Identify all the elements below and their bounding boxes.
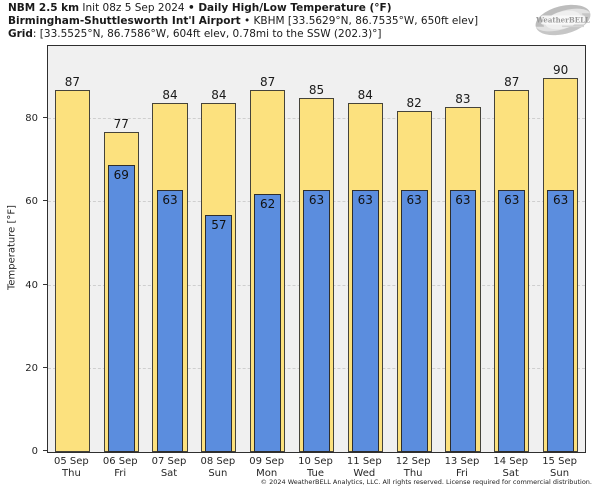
x-tick-weekday: Sat xyxy=(160,468,178,479)
plot-area: 87 77 69 84 63 84 57 87 62 85 63 84 63 82 63 83 63 87 63 90… xyxy=(47,45,586,453)
low-temp-bar: 63 xyxy=(547,189,574,452)
x-axis-ticks: 05 Sep Thu 06 Sep Fri 07 Sep Sat 08 Sep Sun 09 S… xyxy=(47,456,584,482)
x-tick-date: 09 Sep xyxy=(249,456,285,467)
x-tick-label: 10 Sep Tue xyxy=(298,456,333,480)
low-temp-bar: 63 xyxy=(351,189,379,452)
low-temp-bar: 57 xyxy=(205,214,233,452)
header-line-station: Birmingham-Shuttlesworth Int'l Airport •… xyxy=(8,15,478,28)
x-tick-weekday: Sun xyxy=(550,468,570,479)
product-title: Daily High/Low Temperature (°F) xyxy=(198,2,392,14)
x-tick-label: 06 Sep Fri xyxy=(103,456,138,480)
high-value-label: 82 xyxy=(406,95,422,110)
high-value-label: 87 xyxy=(64,75,81,90)
low-value-label: 63 xyxy=(162,192,178,207)
low-value-label: 63 xyxy=(357,192,373,207)
weatherbell-logo-icon: WeatherBELL xyxy=(535,4,591,36)
low-value-label: 57 xyxy=(211,217,227,232)
y-tick-label: 0 xyxy=(31,446,38,457)
low-value-label: 69 xyxy=(113,167,129,182)
low-temp-bar: 63 xyxy=(400,189,428,452)
logo-text: WeatherBELL xyxy=(535,16,590,25)
x-tick-weekday: Thu xyxy=(62,468,81,479)
high-value-label: 84 xyxy=(211,87,227,102)
station-bullet: • xyxy=(240,15,254,27)
high-value-label: 84 xyxy=(162,87,178,102)
x-tick-weekday: Fri xyxy=(455,468,468,479)
x-tick-date: 07 Sep xyxy=(151,456,187,467)
y-tick-mark xyxy=(43,200,47,202)
station-name: Birmingham-Shuttlesworth Int'l Airport xyxy=(8,15,241,27)
x-tick-label: 08 Sep Sun xyxy=(200,456,235,480)
model-name: NBM 2.5 km xyxy=(8,2,80,14)
x-tick-date: 05 Sep xyxy=(54,456,89,467)
low-temp-bar: 63 xyxy=(449,189,477,452)
x-tick-date: 15 Sep xyxy=(542,456,577,467)
copyright-text: © 2024 WeatherBELL Analytics, LLC. All r… xyxy=(260,478,592,486)
station-info: KBHM [33.5629°N, 86.7535°W, 650ft elev] xyxy=(253,15,479,27)
x-tick-label: 13 Sep Fri xyxy=(445,456,480,480)
x-tick-label: 14 Sep Sat xyxy=(493,456,528,480)
high-value-label: 77 xyxy=(113,116,129,131)
header-line-title: NBM 2.5 km Init 08z 5 Sep 2024 • Daily H… xyxy=(8,2,478,15)
high-temp-bar: 87 xyxy=(54,75,90,452)
x-tick-date: 14 Sep xyxy=(493,456,529,467)
y-tick-label: 20 xyxy=(25,362,38,374)
x-tick-label: 07 Sep Sat xyxy=(152,456,187,480)
x-tick-label: 12 Sep Thu xyxy=(396,456,431,480)
x-tick-date: 13 Sep xyxy=(444,456,480,467)
y-axis-ticks: 0 20 40 60 80 xyxy=(0,45,47,457)
y-tick-label: 80 xyxy=(25,113,38,125)
chart-header: NBM 2.5 km Init 08z 5 Sep 2024 • Daily H… xyxy=(8,2,478,41)
y-tick-label: 60 xyxy=(25,196,38,208)
grid-info: : [33.5525°N, 86.7586°W, 604ft elev, 0.7… xyxy=(32,28,382,40)
low-value-label: 63 xyxy=(308,192,325,207)
x-tick-date: 06 Sep xyxy=(102,456,138,467)
low-temp-bar: 63 xyxy=(498,189,526,452)
y-tick-mark xyxy=(43,117,47,119)
x-tick-weekday: Mon xyxy=(256,468,278,479)
low-temp-bar: 62 xyxy=(254,194,282,452)
low-value-label: 63 xyxy=(504,192,520,207)
y-tick-mark xyxy=(43,283,47,285)
x-tick-weekday: Sat xyxy=(502,468,519,479)
x-tick-date: 12 Sep xyxy=(395,456,431,467)
high-value-label: 83 xyxy=(455,91,471,106)
low-value-label: 63 xyxy=(455,192,471,207)
x-tick-weekday: Fri xyxy=(114,468,127,479)
x-tick-date: 11 Sep xyxy=(346,456,382,467)
x-tick-date: 08 Sep xyxy=(200,456,236,467)
high-value-label: 87 xyxy=(504,75,520,90)
x-tick-label: 15 Sep Sun xyxy=(542,456,577,480)
x-tick-label: 05 Sep Thu xyxy=(54,456,89,480)
y-tick-mark xyxy=(43,450,47,451)
high-value-label: 84 xyxy=(357,87,373,102)
init-time: Init 08z 5 Sep 2024 xyxy=(79,2,188,14)
low-temp-bar: 63 xyxy=(303,189,330,452)
grid-label: Grid xyxy=(8,28,33,40)
high-value-label: 85 xyxy=(308,83,325,98)
low-temp-bar: 69 xyxy=(107,164,135,452)
low-temp-bar: 63 xyxy=(156,189,184,452)
x-tick-weekday: Thu xyxy=(403,468,423,479)
bullet-separator: • xyxy=(187,2,199,14)
x-tick-weekday: Tue xyxy=(306,468,325,479)
x-tick-label: 11 Sep Wed xyxy=(347,456,382,480)
header-line-grid: Grid: [33.5525°N, 86.7586°W, 604ft elev,… xyxy=(8,28,478,41)
x-tick-date: 10 Sep xyxy=(298,456,333,467)
low-value-label: 63 xyxy=(552,192,569,207)
y-tick-label: 40 xyxy=(25,279,38,291)
x-tick-label: 09 Sep Mon xyxy=(249,456,284,480)
high-value-label: 87 xyxy=(260,75,276,90)
low-value-label: 63 xyxy=(406,192,422,207)
x-tick-weekday: Sun xyxy=(208,468,228,479)
high-value-label: 90 xyxy=(552,62,569,77)
x-tick-weekday: Wed xyxy=(353,468,376,479)
y-tick-mark xyxy=(43,366,47,368)
low-value-label: 62 xyxy=(260,197,276,212)
